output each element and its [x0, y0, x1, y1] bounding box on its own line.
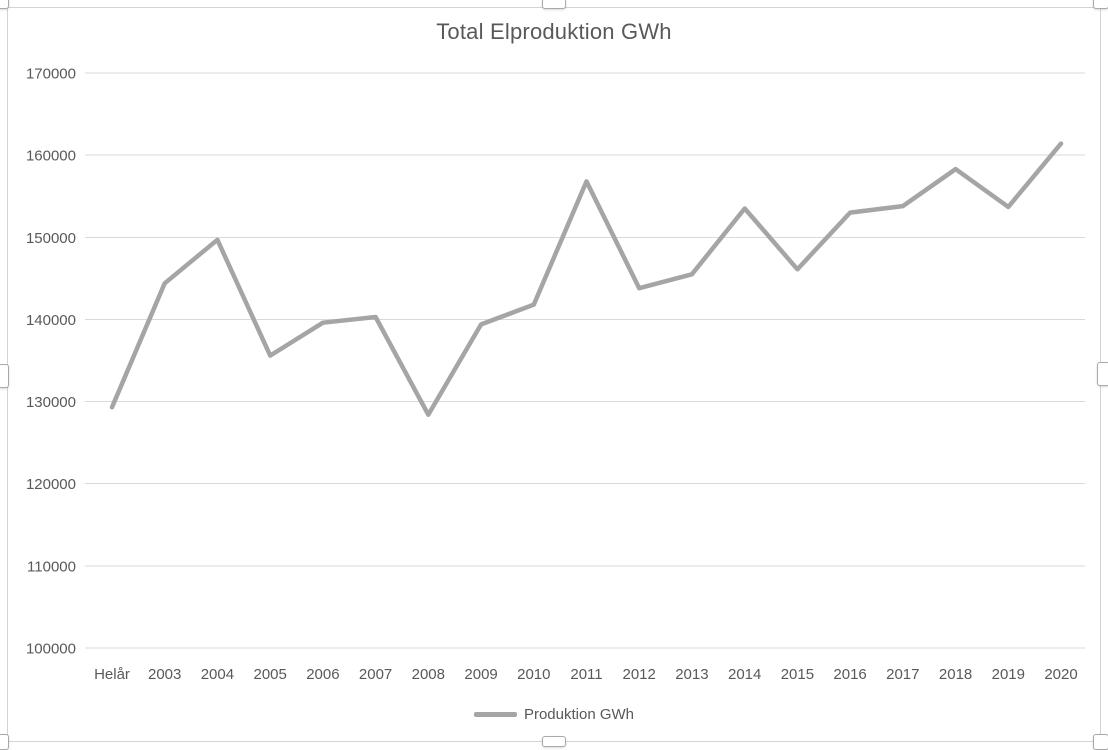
- legend-label: Produktion GWh: [523, 705, 635, 723]
- x-tick-label: 2008: [412, 666, 445, 683]
- y-tick-label: 130000: [26, 394, 76, 411]
- x-tick-label: 2010: [517, 666, 550, 683]
- resize-handle-bottom[interactable]: [542, 736, 566, 747]
- y-tick-label: 160000: [26, 148, 76, 165]
- legend-line-swatch: [473, 711, 517, 717]
- x-tick-label: 2006: [306, 666, 339, 683]
- x-tick-label: 2012: [623, 666, 656, 683]
- x-tick-label: 2019: [992, 666, 1025, 683]
- gridlines: [85, 72, 1085, 649]
- resize-handle-right[interactable]: [1097, 362, 1108, 386]
- x-tick-label: 2003: [148, 666, 181, 683]
- resize-handle-top[interactable]: [542, 0, 566, 9]
- y-tick-label: 110000: [27, 558, 76, 575]
- resize-handle-bottom-left[interactable]: [0, 734, 9, 750]
- chart-legend[interactable]: Produktion GWh: [0, 704, 1108, 724]
- x-tick-label: 2011: [570, 666, 602, 683]
- x-tick-label: 2018: [939, 666, 972, 683]
- x-axis-labels: Helår 2003 2004 2005 2006 2007 2008 2009 2010 201…: [94, 666, 1078, 683]
- y-tick-label: 140000: [26, 312, 76, 329]
- y-tick-label: 120000: [26, 476, 76, 493]
- x-tick-label: Helår: [94, 666, 130, 683]
- x-tick-label: 2017: [886, 666, 919, 683]
- resize-handle-bottom-right[interactable]: [1093, 734, 1108, 750]
- y-tick-label: 170000: [26, 66, 76, 83]
- resize-handle-left[interactable]: [0, 364, 9, 388]
- x-tick-label: 2013: [675, 666, 708, 683]
- series-line-produktion-gwh[interactable]: [109, 141, 1064, 417]
- x-tick-label: 2015: [781, 666, 814, 683]
- resize-handle-top-right[interactable]: [1093, 0, 1108, 9]
- x-tick-label: 2014: [728, 666, 761, 683]
- x-tick-label: 2020: [1044, 666, 1077, 683]
- y-axis-labels: 100000 110000 120000 130000 140000 150000 1600…: [26, 66, 76, 658]
- x-tick-label: 2004: [201, 666, 234, 683]
- y-tick-label: 150000: [26, 230, 76, 247]
- x-tick-label: 2016: [833, 666, 866, 683]
- resize-handle-top-left[interactable]: [0, 0, 9, 9]
- chart-title[interactable]: Total Elproduktion GWh: [436, 19, 672, 44]
- x-tick-label: 2009: [464, 666, 497, 683]
- y-tick-label: 100000: [26, 641, 76, 658]
- x-tick-label: 2007: [359, 666, 392, 683]
- x-tick-label: 2005: [254, 666, 287, 683]
